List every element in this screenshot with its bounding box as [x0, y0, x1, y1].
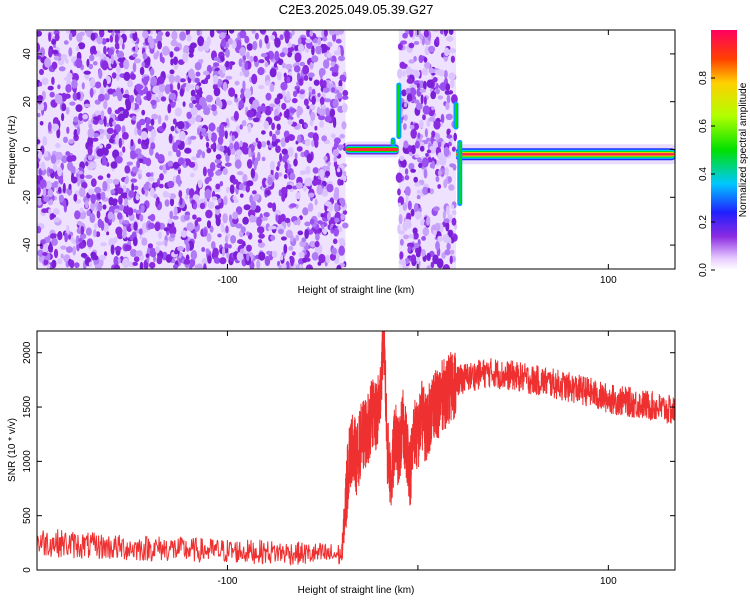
spectrogram-ylabel: Frequency (Hz): [7, 116, 18, 185]
snr-ytick-label: 500: [22, 507, 33, 524]
spectrogram-ytick-label: 40: [22, 48, 33, 60]
colorbar-label: Normalized spectral amplitude: [738, 82, 749, 217]
spectrogram-panel: -100 100 -40 -20 0 20 40 Height of straight li…: [7, 29, 676, 296]
colorbar-tick-label: 0.6: [698, 119, 709, 133]
spectrogram-spike-core: [397, 84, 400, 138]
spectrogram-ytick-label: 20: [22, 96, 33, 108]
snr-series-line: [37, 331, 675, 567]
snr-ylabel: SNR (10 * v/v): [7, 418, 18, 482]
snr-xtick-label: 100: [600, 576, 617, 587]
colorbar-tick-label: 0.4: [698, 167, 709, 181]
spectrogram-spike-core: [392, 139, 395, 145]
spectrogram-ytick-label: -40: [22, 237, 33, 252]
spectrogram-region-weak-signal: [345, 141, 399, 158]
snr-xtick-label: -100: [217, 576, 237, 587]
spectrogram-spike-core: [454, 103, 457, 128]
spectrogram-region-strong-signal: [455, 144, 675, 165]
spectrogram-xtick-label: -100: [217, 275, 237, 286]
colorbar-tick-label: 0.2: [698, 215, 709, 229]
colorbar-tick-label: 0.0: [698, 263, 709, 277]
snr-ytick-label: 0: [22, 567, 33, 573]
figure-title: C2E3.2025.049.05.39.G27: [279, 2, 434, 17]
spectrogram-region-noise: [37, 30, 349, 269]
spectrogram-region-noise: [395, 30, 459, 269]
spectrogram-ytick-label: 0: [22, 146, 33, 152]
spectrogram-ytick-label: -20: [22, 190, 33, 205]
colorbar-tick-label: 0.8: [698, 71, 709, 85]
snr-ytick-label: 2000: [22, 341, 33, 364]
snr-frame: [36, 330, 676, 571]
colorbar: 0.0 0.2 0.4 0.6 0.8 Normalized spectral ampl…: [698, 30, 749, 277]
spectrogram-xlabel: Height of straight line (km): [298, 285, 415, 296]
spectrogram-spike-core: [458, 141, 461, 205]
snr-ytick-label: 1500: [22, 395, 33, 418]
snr-xlabel: Height of straight line (km): [298, 585, 415, 596]
snr-ytick-label: 1000: [22, 450, 33, 473]
colorbar-gradient: [711, 30, 737, 270]
spectrogram-xtick-label: 100: [600, 275, 617, 286]
